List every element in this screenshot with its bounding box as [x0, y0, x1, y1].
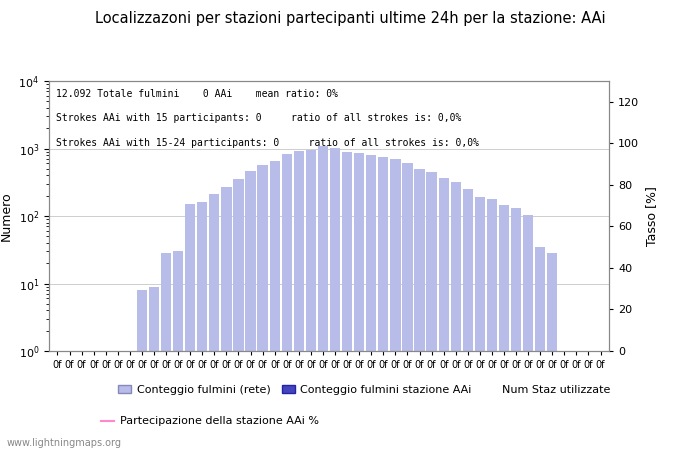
Bar	[246, 171, 256, 450]
Bar	[402, 162, 412, 450]
Bar	[511, 208, 522, 450]
Bar	[113, 351, 123, 450]
Bar	[438, 178, 449, 450]
Bar	[378, 157, 388, 450]
Bar	[499, 205, 509, 450]
Bar	[209, 194, 220, 450]
Bar	[535, 247, 545, 450]
Bar	[354, 153, 364, 450]
Bar	[583, 351, 594, 450]
Bar	[559, 351, 570, 450]
Bar	[161, 253, 172, 450]
Bar	[391, 159, 400, 450]
Bar	[523, 215, 533, 450]
Bar	[270, 161, 280, 450]
Bar	[571, 351, 582, 450]
Bar	[486, 199, 497, 450]
Bar	[294, 151, 304, 450]
Bar	[76, 351, 87, 450]
Legend: Partecipazione della stazione AAi %: Partecipazione della stazione AAi %	[97, 412, 323, 431]
Bar	[366, 155, 377, 450]
Bar	[463, 189, 473, 450]
Bar	[88, 351, 99, 450]
Y-axis label: Numero: Numero	[0, 191, 13, 241]
Bar	[414, 169, 425, 450]
Text: 12.092 Totale fulmini    0 AAi    mean ratio: 0%: 12.092 Totale fulmini 0 AAi mean ratio: …	[56, 89, 337, 99]
Bar	[306, 150, 316, 450]
Bar	[596, 351, 605, 450]
Bar	[52, 351, 62, 450]
Bar	[330, 148, 340, 450]
Bar	[451, 182, 461, 450]
Legend: Conteggio fulmini (rete), Conteggio fulmini stazione AAi, Num Staz utilizzate: Conteggio fulmini (rete), Conteggio fulm…	[113, 380, 615, 400]
Bar	[426, 172, 437, 450]
Bar	[318, 146, 328, 450]
Bar	[281, 154, 292, 450]
Text: Localizzazoni per stazioni partecipanti ultime 24h per la stazione: AAi: Localizzazoni per stazioni partecipanti …	[94, 11, 606, 26]
Text: www.lightningmaps.org: www.lightningmaps.org	[7, 438, 122, 448]
Bar	[101, 351, 111, 450]
Bar	[136, 290, 147, 450]
Bar	[342, 152, 352, 450]
Text: Strokes AAi with 15-24 participants: 0     ratio of all strokes is: 0,0%: Strokes AAi with 15-24 participants: 0 r…	[56, 138, 479, 148]
Bar	[185, 204, 195, 450]
Text: Strokes AAi with 15 participants: 0     ratio of all strokes is: 0,0%: Strokes AAi with 15 participants: 0 rati…	[56, 113, 461, 123]
Bar	[64, 351, 75, 450]
Bar	[125, 351, 135, 450]
Bar	[221, 187, 232, 450]
Bar	[197, 202, 207, 450]
Bar	[233, 179, 244, 450]
Bar	[547, 253, 557, 450]
Y-axis label: Tasso [%]: Tasso [%]	[645, 186, 658, 246]
Bar	[475, 197, 485, 450]
Bar	[258, 166, 268, 450]
Bar	[173, 251, 183, 450]
Bar	[149, 287, 159, 450]
